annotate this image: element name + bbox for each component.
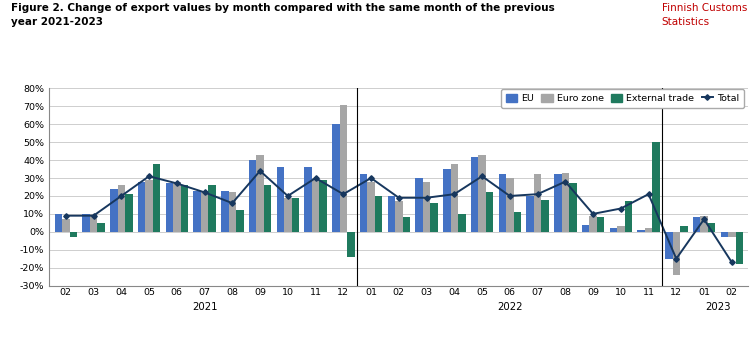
Bar bbox=[305, 167, 311, 232]
Bar bbox=[110, 189, 117, 232]
Bar bbox=[249, 160, 256, 232]
Bar bbox=[173, 182, 181, 232]
Bar bbox=[708, 223, 715, 232]
Bar bbox=[486, 192, 493, 232]
Bar bbox=[311, 178, 319, 232]
Bar bbox=[645, 228, 652, 232]
Bar bbox=[596, 218, 604, 232]
Bar bbox=[360, 174, 367, 232]
Bar bbox=[526, 196, 534, 232]
Bar bbox=[692, 218, 700, 232]
Bar bbox=[138, 182, 145, 232]
Bar bbox=[70, 232, 77, 237]
Bar bbox=[652, 142, 660, 232]
Text: 2021: 2021 bbox=[192, 302, 217, 312]
Bar bbox=[367, 182, 375, 232]
Bar bbox=[589, 216, 596, 232]
Bar bbox=[292, 198, 299, 232]
Text: Finnish Customs
Statistics: Finnish Customs Statistics bbox=[662, 3, 747, 27]
Bar bbox=[624, 201, 632, 232]
Bar bbox=[236, 210, 243, 232]
Bar bbox=[736, 232, 743, 264]
Bar bbox=[479, 155, 486, 232]
Bar bbox=[181, 185, 188, 232]
Bar bbox=[277, 167, 284, 232]
Bar bbox=[145, 180, 153, 232]
Bar bbox=[700, 216, 708, 232]
Text: Figure 2. Change of export values by month compared with the same month of the p: Figure 2. Change of export values by mon… bbox=[11, 3, 555, 27]
Bar bbox=[166, 183, 173, 232]
Bar bbox=[423, 182, 430, 232]
Bar bbox=[54, 214, 62, 232]
Bar bbox=[673, 232, 680, 275]
Bar bbox=[209, 185, 215, 232]
Bar bbox=[562, 173, 569, 232]
Bar bbox=[117, 185, 125, 232]
Bar bbox=[228, 192, 236, 232]
Bar bbox=[153, 164, 160, 232]
Bar bbox=[62, 219, 70, 232]
Bar bbox=[569, 183, 577, 232]
Bar bbox=[98, 223, 105, 232]
Bar bbox=[284, 198, 292, 232]
Bar bbox=[554, 174, 562, 232]
Bar bbox=[728, 232, 736, 237]
Bar bbox=[451, 164, 458, 232]
Legend: EU, Euro zone, External trade, Total: EU, Euro zone, External trade, Total bbox=[501, 89, 744, 108]
Bar bbox=[82, 214, 90, 232]
Text: 2023: 2023 bbox=[705, 302, 730, 312]
Bar bbox=[513, 212, 521, 232]
Bar bbox=[582, 225, 589, 232]
Bar bbox=[201, 191, 209, 232]
Bar bbox=[541, 200, 549, 232]
Bar bbox=[609, 228, 617, 232]
Bar bbox=[506, 178, 513, 232]
Bar bbox=[402, 218, 410, 232]
Bar bbox=[332, 124, 339, 232]
Bar bbox=[458, 214, 466, 232]
Bar bbox=[637, 230, 645, 232]
Bar bbox=[665, 232, 673, 259]
Bar bbox=[471, 156, 479, 232]
Bar bbox=[375, 196, 383, 232]
Bar bbox=[720, 232, 728, 237]
Bar bbox=[415, 178, 423, 232]
Bar bbox=[430, 203, 438, 232]
Bar bbox=[534, 174, 541, 232]
Bar bbox=[194, 191, 201, 232]
Bar bbox=[339, 104, 347, 232]
Bar bbox=[395, 201, 402, 232]
Bar bbox=[443, 169, 451, 232]
Bar bbox=[680, 226, 687, 232]
Bar bbox=[90, 214, 98, 232]
Bar bbox=[498, 174, 506, 232]
Bar bbox=[264, 185, 271, 232]
Bar bbox=[388, 196, 395, 232]
Bar bbox=[319, 180, 327, 232]
Bar bbox=[347, 232, 355, 257]
Bar bbox=[256, 155, 264, 232]
Bar bbox=[125, 194, 132, 232]
Bar bbox=[617, 226, 624, 232]
Text: 2022: 2022 bbox=[497, 302, 522, 312]
Bar bbox=[221, 191, 228, 232]
